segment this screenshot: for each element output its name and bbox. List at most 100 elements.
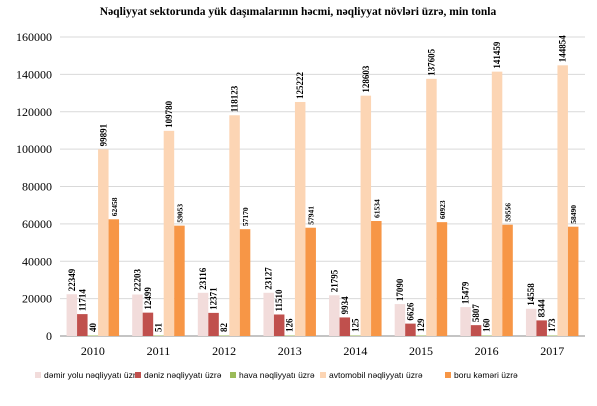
bar (567, 226, 579, 336)
x-tick-label: 2010 (81, 344, 105, 358)
bar (294, 101, 306, 336)
data-label: 14558 (526, 283, 536, 306)
data-label: 62458 (110, 197, 119, 216)
data-label: 59556 (504, 203, 513, 222)
y-tick-label: 120000 (16, 105, 52, 119)
data-label: 160 (482, 318, 492, 332)
data-label: 22349 (67, 268, 77, 291)
legend: dəmir yolu nəqliyyatı üzrə dəniz nəqliyya… (35, 370, 518, 380)
bar (371, 221, 382, 336)
x-tick-label: 2017 (540, 344, 564, 358)
y-tick-label: 100000 (16, 142, 52, 156)
bar (229, 115, 240, 336)
data-label: 128603 (361, 65, 371, 93)
bar (557, 65, 568, 337)
x-tick-label: 2012 (212, 344, 236, 358)
x-tick-label: 2016 (475, 344, 499, 358)
bar (218, 335, 230, 336)
bar (350, 335, 361, 336)
legend-item-label: dəniz nəqliyyatı üzrə (144, 370, 222, 380)
data-label: 59053 (175, 204, 184, 223)
x-tick-label: 2013 (278, 344, 302, 358)
data-label: 17090 (395, 278, 405, 301)
data-label: 125222 (295, 71, 305, 99)
bar (481, 335, 492, 336)
y-tick-label: 80000 (22, 180, 52, 194)
data-label: 58490 (569, 205, 578, 224)
bar (142, 312, 154, 336)
bar (174, 225, 185, 336)
data-label: 11510 (274, 289, 284, 312)
data-label: 6626 (405, 302, 415, 321)
bar (470, 325, 482, 336)
bar (305, 227, 316, 336)
bar (132, 294, 143, 336)
data-label: 23127 (264, 267, 274, 290)
data-label: 109780 (164, 100, 174, 128)
data-label: 12371 (209, 287, 219, 310)
data-label: 5807 (471, 304, 481, 323)
y-tick-label: 160000 (16, 30, 52, 44)
bar (460, 307, 471, 336)
data-label: 129 (416, 318, 426, 332)
data-label: 126 (285, 318, 295, 332)
data-label: 99891 (98, 123, 108, 146)
y-tick-label: 20000 (22, 292, 52, 306)
data-label: 12499 (143, 287, 153, 310)
data-label: 141459 (492, 41, 502, 69)
bar (394, 304, 406, 336)
data-label: 21795 (329, 269, 339, 292)
bar (536, 320, 547, 336)
data-label: 22203 (132, 269, 142, 292)
x-tick-label: 2011 (147, 344, 171, 358)
bar (426, 78, 437, 337)
data-label: 11714 (77, 289, 87, 312)
legend-item-label: dəmir yolu nəqliyyatı üzrə (44, 370, 141, 380)
bar (284, 335, 295, 336)
bar (197, 292, 209, 336)
data-label: 173 (547, 318, 557, 332)
bar (77, 314, 88, 336)
y-tick-label: 60000 (22, 217, 52, 231)
bar (415, 335, 427, 336)
bar (98, 149, 109, 336)
bar (360, 95, 372, 336)
y-tick-label: 40000 (22, 254, 52, 268)
y-tick-label: 0 (46, 329, 52, 343)
legend-swatch (445, 372, 451, 378)
bars (66, 65, 579, 337)
bar (491, 71, 503, 336)
y-axis: 0 20000 40000 60000 80000 100000 120000 140000 1… (16, 30, 52, 343)
data-label: 57941 (307, 206, 316, 225)
data-label: 60923 (438, 200, 447, 219)
data-label: 57170 (241, 207, 250, 226)
bar (339, 317, 351, 336)
grid (60, 36, 585, 337)
data-label: 82 (219, 323, 229, 333)
bar (208, 312, 219, 336)
bar (405, 323, 416, 336)
data-label: 125 (350, 318, 360, 332)
legend-item-label: hava nəqliyyatı üzrə (239, 370, 315, 380)
chart-title: Nəqliyyat sektorunda yük daşımalarının h… (100, 6, 497, 18)
bar (546, 335, 558, 336)
bar (525, 308, 537, 336)
bar (239, 229, 251, 336)
bar (108, 219, 120, 336)
legend-swatch (135, 372, 141, 378)
y-tick-label: 140000 (16, 67, 52, 81)
x-axis: 2010 2011 2012 2013 2014 2015 2016 2017 (81, 344, 564, 358)
bar (502, 224, 513, 336)
bar (66, 294, 78, 336)
bar (273, 314, 285, 336)
bar (87, 335, 99, 336)
bar (436, 222, 448, 336)
data-label: 9934 (340, 296, 350, 315)
legend-swatch (230, 372, 236, 378)
legend-item-label: avtomobil nəqliyyatı üzrə (329, 370, 423, 380)
data-label: 144854 (558, 35, 568, 63)
data-label: 40 (88, 323, 98, 333)
data-label: 51 (153, 323, 163, 333)
legend-swatch (35, 372, 41, 378)
